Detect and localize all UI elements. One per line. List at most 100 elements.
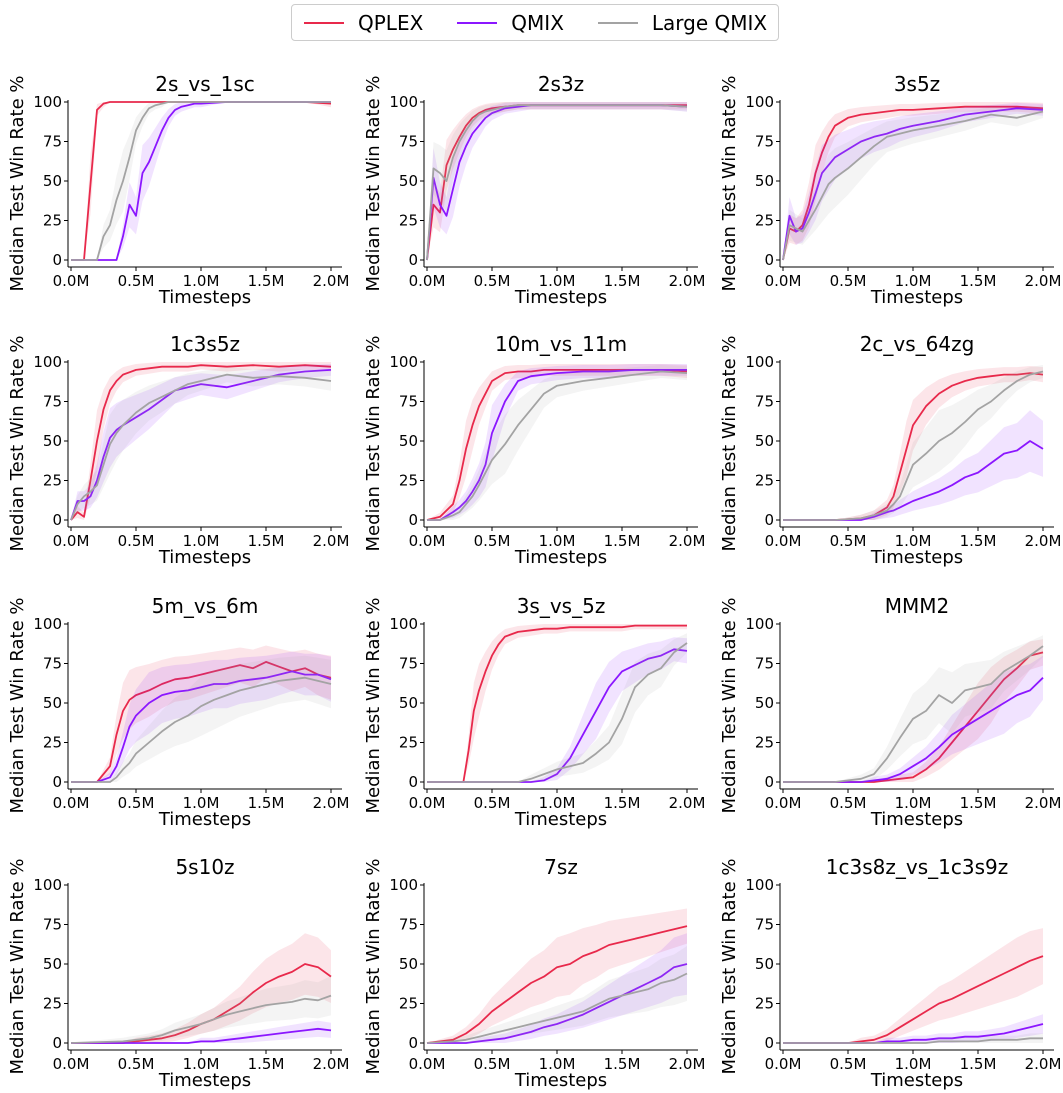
x-axis-label: Timesteps xyxy=(514,287,607,308)
series-band xyxy=(427,624,687,782)
series-line-large-qmix xyxy=(70,994,332,1044)
y-tick-label: 0 xyxy=(764,1034,774,1052)
series-band xyxy=(783,635,1043,782)
x-tick-label: 0.5M xyxy=(474,1055,511,1073)
chart-panel: 10m_vs_11m 0 25 50 75 100 0.0M 0.5M 1.0M 1.5M 2.0M… xyxy=(363,332,705,568)
x-tick-label: 0.0M xyxy=(765,1055,802,1073)
y-tick-label: 100 xyxy=(389,93,418,111)
x-tick-label: 0.5M xyxy=(118,272,155,290)
series-line-large-qmix xyxy=(782,110,1044,261)
chart-panel: 5s10z 0 25 50 75 100 0.0M 0.5M 1.0M 1.5M 2.0M Times… xyxy=(7,855,349,1091)
x-tick-label: 1.5M xyxy=(960,794,997,812)
y-axis-label: Median Test Win Rate % xyxy=(719,598,740,814)
chart-title: 2s3z xyxy=(538,72,584,96)
x-tick-label: 0.5M xyxy=(830,532,867,550)
x-tick-label: 0.0M xyxy=(409,1055,446,1073)
y-tick-label: 0 xyxy=(764,511,774,529)
series-line-qplex xyxy=(783,651,1044,783)
y-tick-label: 25 xyxy=(43,472,62,490)
y-tick-label: 75 xyxy=(755,393,774,411)
x-tick-label: 0.5M xyxy=(118,1055,155,1073)
chart-panel: MMM2 0 25 50 75 100 0.0M 0.5M 1.0M 1.5M 2.0M Timest… xyxy=(719,594,1061,830)
series-band xyxy=(71,655,331,782)
legend-label: QMIX xyxy=(511,10,564,35)
x-tick-label: 1.5M xyxy=(604,272,641,290)
y-tick-label: 0 xyxy=(408,251,418,269)
y-tick-label: 75 xyxy=(43,655,62,673)
y-tick-label: 75 xyxy=(755,916,774,934)
x-tick-label: 2.0M xyxy=(1025,532,1062,550)
chart-panel: 2s_vs_1sc 0 25 50 75 100 0.0M 0.5M 1.0M 1.5M 2.0M T… xyxy=(7,72,349,308)
x-tick-label: 1.5M xyxy=(604,794,641,812)
x-axis-label: Timesteps xyxy=(158,287,251,308)
series-line-qmix xyxy=(71,1027,332,1044)
x-tick-label: 1.5M xyxy=(604,1055,641,1073)
series-line-large-qmix xyxy=(783,1037,1043,1044)
x-tick-label: 1.0M xyxy=(183,532,220,550)
series-band xyxy=(427,102,687,260)
series-line-qplex xyxy=(783,955,1044,1044)
series-line-qplex xyxy=(782,105,1044,261)
x-axis-label: Timesteps xyxy=(514,1070,607,1091)
y-tick-label: 75 xyxy=(399,916,418,934)
y-tick-label: 0 xyxy=(52,511,62,529)
x-tick-label: 1.0M xyxy=(539,532,576,550)
series-line-qplex xyxy=(426,925,688,1044)
x-tick-label: 1.5M xyxy=(960,532,997,550)
x-tick-label: 0.0M xyxy=(765,272,802,290)
y-tick-label: 25 xyxy=(43,995,62,1013)
x-tick-label: 2.0M xyxy=(1025,794,1062,812)
y-tick-label: 100 xyxy=(745,353,774,371)
chart-panel: 7sz 0 25 50 75 100 0.0M 0.5M 1.0M 1.5M 2.0M Timeste… xyxy=(363,855,705,1091)
series-line-qmix xyxy=(427,368,687,521)
legend-item-qmix: QMIX xyxy=(457,11,564,35)
series-band xyxy=(427,946,687,1043)
x-tick-label: 0.0M xyxy=(409,272,446,290)
y-tick-label: 100 xyxy=(389,876,418,894)
legend-item-large-qmix: Large QMIX xyxy=(597,11,767,35)
x-tick-label: 1.0M xyxy=(539,1055,576,1073)
x-tick-label: 0.0M xyxy=(765,794,802,812)
y-tick-label: 50 xyxy=(399,955,418,973)
x-tick-label: 1.0M xyxy=(895,272,932,290)
x-tick-label: 0.0M xyxy=(53,532,90,550)
series-band xyxy=(427,633,687,782)
y-tick-label: 25 xyxy=(755,734,774,752)
x-axis-label: Timesteps xyxy=(870,1070,963,1091)
x-tick-label: 0.0M xyxy=(409,532,446,550)
chart-panel: 3s_vs_5z 0 25 50 75 100 0.0M 0.5M 1.0M 1.5M 2.0M Ti… xyxy=(363,594,705,830)
x-tick-label: 1.0M xyxy=(539,272,576,290)
series-band xyxy=(71,1020,331,1043)
y-tick-label: 100 xyxy=(745,615,774,633)
x-tick-label: 1.5M xyxy=(248,272,285,290)
x-tick-label: 0.5M xyxy=(118,794,155,812)
y-tick-label: 100 xyxy=(33,876,62,894)
y-tick-label: 25 xyxy=(43,734,62,752)
x-tick-label: 1.5M xyxy=(248,532,285,550)
x-tick-label: 0.5M xyxy=(474,272,511,290)
y-tick-label: 0 xyxy=(52,251,62,269)
legend-label: QPLEX xyxy=(358,10,424,35)
x-axis-label: Timesteps xyxy=(158,809,251,830)
y-tick-label: 75 xyxy=(755,655,774,673)
y-tick-label: 100 xyxy=(389,353,418,371)
x-axis-label: Timesteps xyxy=(158,1070,251,1091)
x-tick-label: 1.0M xyxy=(895,794,932,812)
y-tick-label: 0 xyxy=(408,1034,418,1052)
y-tick-label: 50 xyxy=(43,694,62,712)
series-line-large-qmix xyxy=(70,373,332,521)
series-band xyxy=(783,102,1043,261)
y-tick-label: 50 xyxy=(43,172,62,190)
series-band xyxy=(71,102,331,260)
series-line-qmix xyxy=(783,440,1044,521)
chart-panel: 3s5z 0 25 50 75 100 0.0M 0.5M 1.0M 1.5M 2.0M Timest… xyxy=(719,72,1061,308)
x-tick-label: 2.0M xyxy=(313,532,350,550)
chart-title: 10m_vs_11m xyxy=(495,332,627,356)
series-band xyxy=(71,367,331,520)
chart-title: 2c_vs_64zg xyxy=(860,332,975,356)
series-band xyxy=(427,933,687,1043)
x-tick-label: 1.0M xyxy=(183,272,220,290)
y-tick-label: 50 xyxy=(43,955,62,973)
x-tick-label: 0.5M xyxy=(474,794,511,812)
